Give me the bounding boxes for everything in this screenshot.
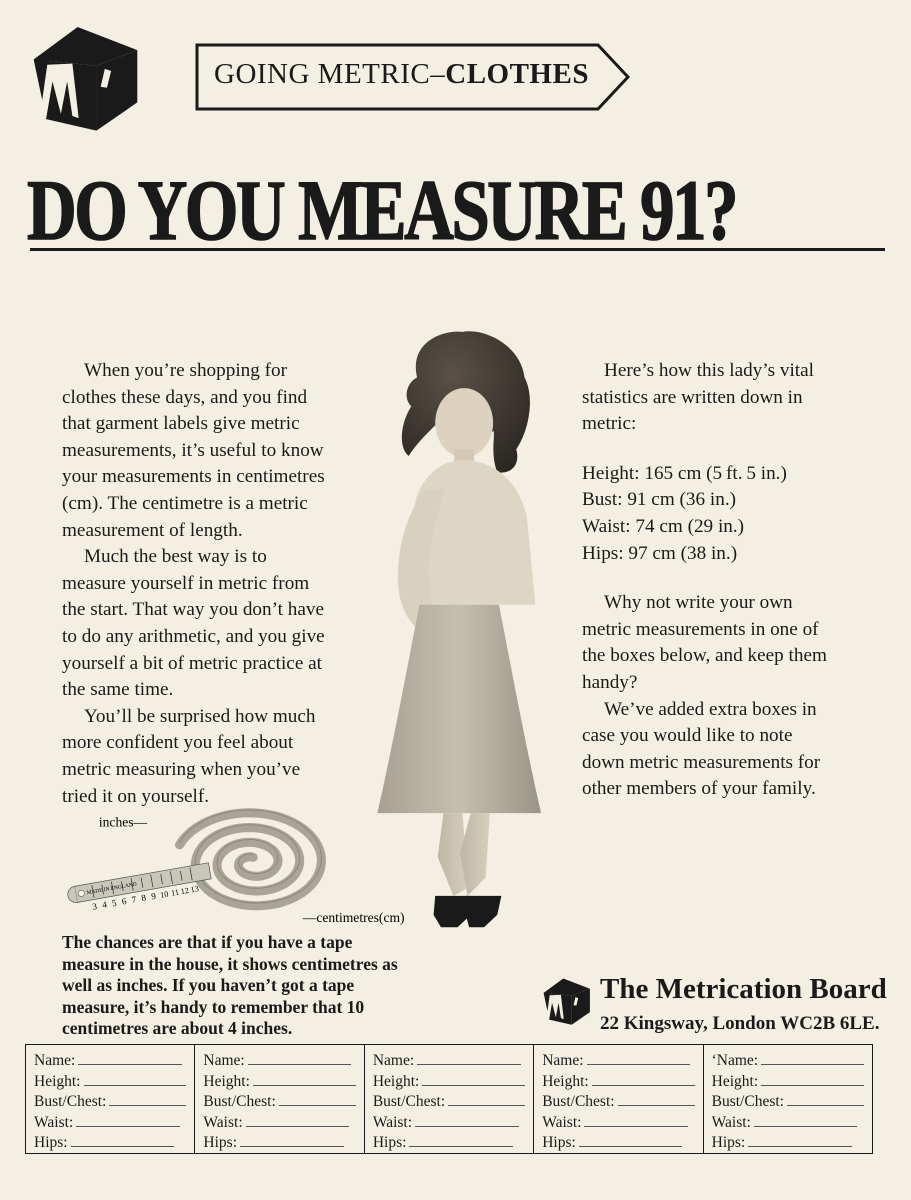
svg-text:9: 9: [150, 891, 157, 902]
svg-text:13: 13: [190, 884, 200, 894]
svg-text:inches—: inches—: [99, 815, 148, 830]
svg-text:5: 5: [111, 898, 118, 909]
svg-text:8: 8: [141, 892, 148, 903]
svg-text:12: 12: [180, 886, 190, 896]
svg-text:3: 3: [92, 901, 99, 912]
svg-text:4: 4: [101, 899, 108, 910]
svg-text:11: 11: [170, 888, 179, 898]
svg-text:6: 6: [121, 896, 128, 907]
svg-text:—centimetres(cm): —centimetres(cm): [302, 910, 405, 926]
svg-text:10: 10: [160, 890, 170, 900]
svg-text:7: 7: [131, 894, 138, 905]
